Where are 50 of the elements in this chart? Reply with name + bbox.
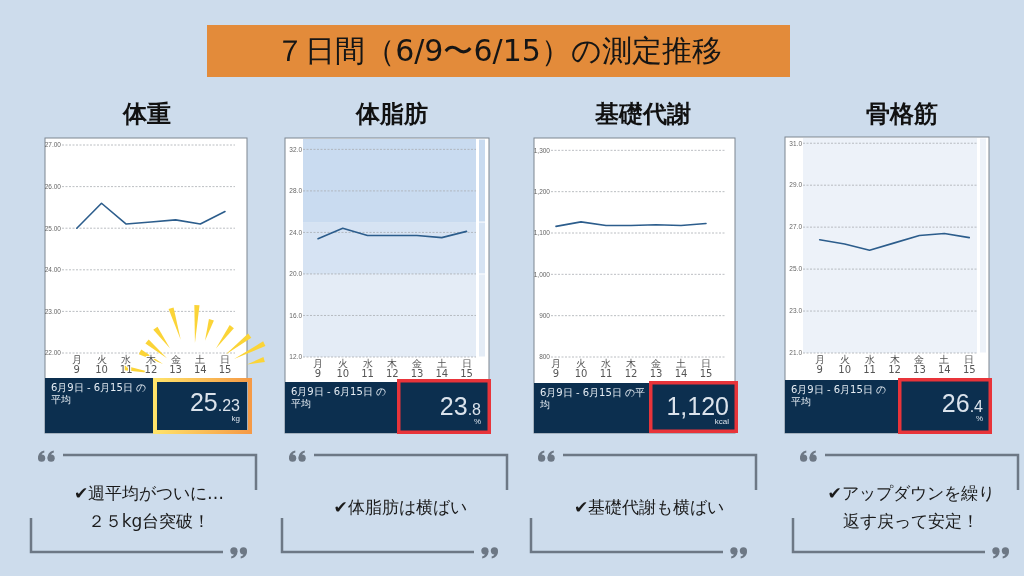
text: 26.4 bbox=[941, 389, 984, 417]
text: 25.23 bbox=[189, 388, 241, 416]
x-tick-label: 火 10 bbox=[838, 354, 851, 375]
line-series bbox=[76, 202, 226, 229]
x-tick-label: 土 14 bbox=[674, 358, 688, 379]
text: 6月9日 - 6月15日 の平均 bbox=[291, 386, 387, 410]
x-tick-label: 日 15 bbox=[962, 354, 976, 375]
text: 1,120 bbox=[666, 392, 729, 420]
x-tick-label: 金 13 bbox=[410, 358, 424, 379]
x-tick-label: 月 9 bbox=[313, 358, 323, 379]
x-tick-label: 水 11 bbox=[863, 354, 876, 375]
x-tick-label: 日 15 bbox=[218, 354, 232, 375]
x-tick-label: 月 9 bbox=[71, 354, 82, 375]
x-tick-label: 日 15 bbox=[699, 358, 713, 379]
x-tick-label: 火 10 bbox=[336, 358, 350, 379]
x-tick-label: 木 12 bbox=[385, 358, 399, 379]
x-tick-label: 月 9 bbox=[814, 354, 825, 375]
x-tick-label: 月 9 bbox=[551, 358, 561, 379]
chart-title: 体重 bbox=[122, 100, 171, 128]
x-tick-label: 土 14 bbox=[435, 358, 449, 379]
x-tick-label: 火 10 bbox=[574, 358, 588, 379]
x-tick-label: 日 15 bbox=[460, 358, 473, 379]
x-tick-label: 金 13 bbox=[913, 354, 926, 375]
x-tick-label: 金 13 bbox=[169, 354, 182, 375]
text: 6月9日 - 6月15日 の平均 bbox=[51, 382, 147, 406]
x-tick-label: 水 11 bbox=[599, 358, 613, 379]
text: 6月9日 - 6月15日 の平均 bbox=[540, 387, 645, 411]
line-series bbox=[818, 232, 971, 252]
chart-title: 基礎代謝 bbox=[594, 100, 691, 128]
text: kg bbox=[231, 414, 240, 423]
x-tick-label: 金 13 bbox=[649, 358, 663, 379]
text: % bbox=[473, 417, 481, 426]
text: ✔週平均がついに… ２５kg台突破！ bbox=[72, 482, 226, 533]
text: ✔アップダウンを繰り返す戻って安定！ bbox=[826, 482, 996, 533]
text: kcal bbox=[714, 417, 730, 426]
text: 23.8 bbox=[439, 392, 482, 420]
line-series bbox=[317, 227, 468, 240]
text: ✔基礎代謝も横ばい bbox=[572, 496, 726, 519]
text: ✔体脂肪は横ばい bbox=[332, 496, 468, 519]
x-tick-label: 火 10 bbox=[95, 354, 108, 375]
x-tick-label: 土 14 bbox=[938, 354, 951, 375]
x-tick-label: 木 12 bbox=[624, 358, 638, 379]
x-tick-label: 水 11 bbox=[361, 358, 374, 379]
chart-title: 骨格筋 bbox=[866, 100, 938, 128]
text: ７日間（6/9〜6/15）の測定推移 bbox=[207, 25, 790, 77]
text: 6月9日 - 6月15日 の平均 bbox=[791, 384, 887, 408]
text: % bbox=[975, 414, 983, 423]
chart-title: 体脂肪 bbox=[355, 100, 428, 128]
x-tick-label: 木 12 bbox=[888, 354, 901, 375]
x-tick-label: 土 14 bbox=[193, 354, 207, 375]
